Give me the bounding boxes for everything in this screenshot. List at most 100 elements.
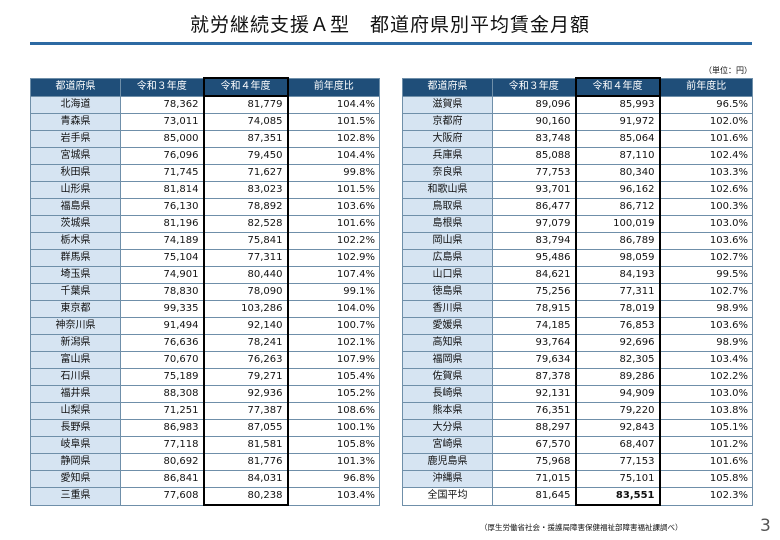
header-r4: 令和４年度 bbox=[202, 77, 289, 97]
prefecture-cell: 全国平均 bbox=[402, 487, 493, 506]
ratio-cell: 100.7% bbox=[287, 317, 380, 335]
r4-wage-cell: 80,340 bbox=[574, 164, 661, 182]
r3-wage-cell: 81,814 bbox=[120, 181, 204, 199]
r3-wage-cell: 83,748 bbox=[492, 130, 576, 148]
ratio-cell: 101.6% bbox=[659, 453, 753, 471]
r3-wage-cell: 71,015 bbox=[492, 470, 576, 488]
r4-wage-cell: 82,305 bbox=[574, 351, 661, 369]
table-row: 山形県 81,814 83,023 101.5% bbox=[30, 181, 380, 199]
table-row: 新潟県 76,636 78,241 102.1% bbox=[30, 334, 380, 352]
r4-wage-cell: 78,892 bbox=[202, 198, 289, 216]
table-row: 石川県 75,189 79,271 105.4% bbox=[30, 368, 380, 386]
r3-wage-cell: 70,670 bbox=[120, 351, 204, 369]
r3-wage-cell: 97,079 bbox=[492, 215, 576, 233]
table-row: 静岡県 80,692 81,776 101.3% bbox=[30, 453, 380, 471]
r3-wage-cell: 91,494 bbox=[120, 317, 204, 335]
r3-wage-cell: 80,692 bbox=[120, 453, 204, 471]
ratio-cell: 98.9% bbox=[659, 300, 753, 318]
prefecture-cell: 静岡県 bbox=[30, 453, 121, 471]
ratio-cell: 103.4% bbox=[287, 487, 380, 506]
r3-wage-cell: 83,794 bbox=[492, 232, 576, 250]
ratio-cell: 107.4% bbox=[287, 266, 380, 284]
r4-wage-cell: 74,085 bbox=[202, 113, 289, 131]
table-row: 東京都 99,335 103,286 104.0% bbox=[30, 300, 380, 318]
prefecture-cell: 鹿児島県 bbox=[402, 453, 493, 471]
r3-wage-cell: 90,160 bbox=[492, 113, 576, 131]
ratio-cell: 101.5% bbox=[287, 181, 380, 199]
wage-table-right: 都道府県 令和３年度 令和４年度 前年度比 滋賀県 89,096 85,993 96.… bbox=[402, 77, 753, 506]
ratio-cell: 105.2% bbox=[287, 385, 380, 403]
table-row: 長崎県 92,131 94,909 103.0% bbox=[402, 385, 753, 403]
prefecture-cell: 広島県 bbox=[402, 249, 493, 267]
ratio-cell: 104.4% bbox=[287, 147, 380, 165]
table-row: 埼玉県 74,901 80,440 107.4% bbox=[30, 266, 380, 284]
prefecture-cell: 徳島県 bbox=[402, 283, 493, 301]
table-row: 富山県 70,670 76,263 107.9% bbox=[30, 351, 380, 369]
ratio-cell: 102.7% bbox=[659, 283, 753, 301]
ratio-cell: 102.6% bbox=[659, 181, 753, 199]
r4-wage-cell: 78,241 bbox=[202, 334, 289, 352]
prefecture-cell: 新潟県 bbox=[30, 334, 121, 352]
title-underline bbox=[30, 42, 752, 45]
r3-wage-cell: 99,335 bbox=[120, 300, 204, 318]
ratio-cell: 100.3% bbox=[659, 198, 753, 216]
r4-wage-cell: 103,286 bbox=[202, 300, 289, 318]
prefecture-cell: 滋賀県 bbox=[402, 95, 493, 114]
ratio-cell: 102.2% bbox=[659, 368, 753, 386]
ratio-cell: 102.7% bbox=[659, 249, 753, 267]
prefecture-cell: 石川県 bbox=[30, 368, 121, 386]
prefecture-cell: 佐賀県 bbox=[402, 368, 493, 386]
ratio-cell: 102.8% bbox=[287, 130, 380, 148]
r4-wage-cell: 86,712 bbox=[574, 198, 661, 216]
wage-table-left: 都道府県 令和３年度 令和４年度 前年度比 北海道 78,362 81,779 104… bbox=[30, 77, 380, 506]
prefecture-cell: 神奈川県 bbox=[30, 317, 121, 335]
ratio-cell: 100.1% bbox=[287, 419, 380, 437]
ratio-cell: 101.3% bbox=[287, 453, 380, 471]
r3-wage-cell: 84,621 bbox=[492, 266, 576, 284]
r4-wage-cell: 92,696 bbox=[574, 334, 661, 352]
r4-wage-cell: 79,220 bbox=[574, 402, 661, 420]
source-note: （厚生労働省社会・援護局障害保健福祉部障害福祉課調べ） bbox=[480, 523, 683, 532]
ratio-cell: 103.8% bbox=[659, 402, 753, 420]
r3-wage-cell: 76,636 bbox=[120, 334, 204, 352]
prefecture-cell: 高知県 bbox=[402, 334, 493, 352]
header-r4: 令和４年度 bbox=[574, 77, 661, 97]
table-row: 和歌山県 93,701 96,162 102.6% bbox=[402, 181, 753, 199]
r3-wage-cell: 88,297 bbox=[492, 419, 576, 437]
r4-wage-cell: 98,059 bbox=[574, 249, 661, 267]
table-row: 沖縄県 71,015 75,101 105.8% bbox=[402, 470, 753, 488]
ratio-cell: 102.0% bbox=[659, 113, 753, 131]
ratio-cell: 105.8% bbox=[659, 470, 753, 488]
table-row: 岡山県 83,794 86,789 103.6% bbox=[402, 232, 753, 250]
table-row: 鹿児島県 75,968 77,153 101.6% bbox=[402, 453, 753, 471]
prefecture-cell: 岐阜県 bbox=[30, 436, 121, 454]
ratio-cell: 105.4% bbox=[287, 368, 380, 386]
prefecture-cell: 香川県 bbox=[402, 300, 493, 318]
table-row: 岐阜県 77,118 81,581 105.8% bbox=[30, 436, 380, 454]
ratio-cell: 102.3% bbox=[659, 487, 753, 506]
r3-wage-cell: 76,130 bbox=[120, 198, 204, 216]
ratio-cell: 105.8% bbox=[287, 436, 380, 454]
r3-wage-cell: 76,351 bbox=[492, 402, 576, 420]
ratio-cell: 107.9% bbox=[287, 351, 380, 369]
r3-wage-cell: 77,608 bbox=[120, 487, 204, 506]
r3-wage-cell: 79,634 bbox=[492, 351, 576, 369]
table-row: 兵庫県 85,088 87,110 102.4% bbox=[402, 147, 753, 165]
table-row: 福島県 76,130 78,892 103.6% bbox=[30, 198, 380, 216]
table-row: 福井県 88,308 92,936 105.2% bbox=[30, 385, 380, 403]
r3-wage-cell: 92,131 bbox=[492, 385, 576, 403]
table-row: 茨城県 81,196 82,528 101.6% bbox=[30, 215, 380, 233]
r4-wage-cell: 76,853 bbox=[574, 317, 661, 335]
r4-wage-cell: 79,450 bbox=[202, 147, 289, 165]
r4-wage-cell: 77,311 bbox=[574, 283, 661, 301]
r3-wage-cell: 78,830 bbox=[120, 283, 204, 301]
ratio-cell: 96.5% bbox=[659, 95, 753, 114]
r4-wage-cell: 78,019 bbox=[574, 300, 661, 318]
table-row: 愛媛県 74,185 76,853 103.6% bbox=[402, 317, 753, 335]
r4-wage-cell: 77,387 bbox=[202, 402, 289, 420]
r3-wage-cell: 89,096 bbox=[492, 95, 576, 114]
header-prefecture: 都道府県 bbox=[30, 77, 121, 97]
r3-wage-cell: 95,486 bbox=[492, 249, 576, 267]
table-row: 三重県 77,608 80,238 103.4% bbox=[30, 487, 380, 506]
r3-wage-cell: 67,570 bbox=[492, 436, 576, 454]
